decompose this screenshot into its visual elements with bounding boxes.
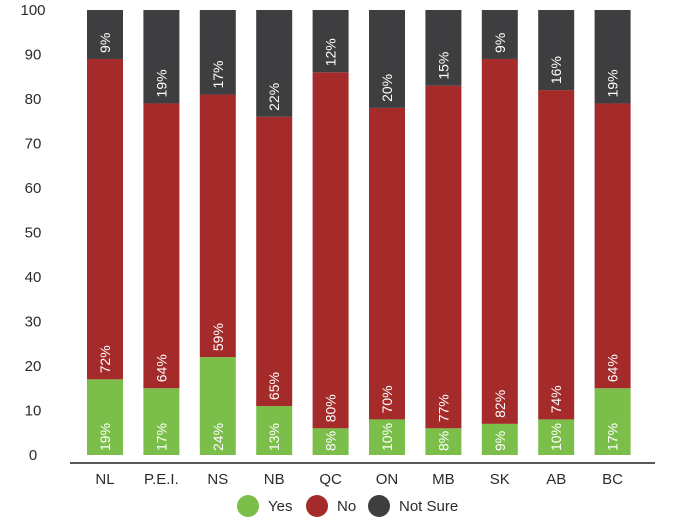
bar-label-not-sure: 9%: [492, 33, 508, 53]
bar-label-yes: 19%: [97, 423, 113, 451]
x-category-label: NL: [95, 471, 114, 488]
bar-segment-no: [199, 94, 236, 358]
bar-label-not-sure: 22%: [266, 83, 282, 111]
y-tick-label: 90: [25, 47, 42, 64]
x-axis-categories: NL P.E.I. NS NB QC ON MB SK AB BC: [95, 471, 623, 488]
bar-label-yes: 17%: [153, 423, 169, 451]
bar-label-no: 59%: [210, 323, 226, 351]
y-tick-label: 30: [25, 314, 42, 331]
y-tick-label: 50: [25, 225, 42, 242]
legend-swatch-no: [306, 495, 328, 517]
bar-segment-no: [481, 58, 518, 424]
x-category-label: NS: [207, 471, 228, 488]
bar-segment-yes: [538, 419, 575, 455]
bar-label-no: 82%: [492, 390, 508, 418]
y-tick-label: 100: [20, 2, 45, 19]
legend-swatch-not-sure: [368, 495, 390, 517]
x-category-label: SK: [490, 471, 510, 488]
bar-label-yes: 24%: [210, 423, 226, 451]
bar-label-no: 77%: [435, 394, 451, 422]
bars: 19% 72% 9% 17% 64% 19% 24% 59% 17% 13% 65% 22% 8% 80%…: [87, 10, 631, 455]
bar-label-yes: 8%: [435, 431, 451, 451]
bar-label-not-sure: 12%: [323, 38, 339, 66]
x-category-label: QC: [319, 471, 342, 488]
legend-label-no: No: [337, 498, 356, 515]
bar-label-not-sure: 19%: [605, 69, 621, 97]
x-category-label: AB: [546, 471, 566, 488]
bar-segment-no: [312, 72, 349, 429]
bar-segment-not-sure: [143, 10, 180, 104]
bar-segment-yes: [87, 379, 123, 455]
x-category-label: P.E.I.: [144, 471, 179, 488]
bar-label-not-sure: 16%: [548, 56, 564, 84]
bar-label-not-sure: 15%: [435, 52, 451, 80]
bar-segment-yes: [143, 388, 180, 455]
bar-label-no: 70%: [379, 385, 395, 413]
bar-label-yes: 8%: [323, 431, 339, 451]
bar-segment-no: [256, 116, 293, 407]
bar-segment-yes: [594, 388, 631, 455]
y-tick-label: 10: [25, 403, 42, 420]
x-category-label: NB: [264, 471, 285, 488]
bar-label-no: 64%: [605, 354, 621, 382]
legend-label-not-sure: Not Sure: [399, 498, 458, 515]
y-tick-label: 80: [25, 91, 42, 108]
bar-label-not-sure: 17%: [210, 61, 226, 89]
y-tick-label: 40: [25, 269, 42, 286]
legend-label-yes: Yes: [268, 498, 292, 515]
bar-label-no: 80%: [323, 394, 339, 422]
bar-label-yes: 17%: [605, 423, 621, 451]
bar-segment-not-sure: [538, 10, 575, 91]
bar-label-not-sure: 9%: [97, 33, 113, 53]
bar-segment-not-sure: [425, 10, 462, 86]
bar-label-yes: 10%: [379, 423, 395, 451]
bar-segment-not-sure: [481, 10, 518, 59]
y-tick-label: 0: [29, 447, 37, 464]
bar-segment-not-sure: [312, 10, 349, 73]
bar-segment-yes: [481, 423, 518, 455]
bar-segment-yes: [199, 357, 236, 455]
bar-label-not-sure: 19%: [153, 69, 169, 97]
bar-segment-yes: [256, 406, 293, 455]
bar-segment-no: [425, 85, 462, 429]
bar-segment-not-sure: [87, 10, 123, 59]
bar-label-no: 64%: [153, 354, 169, 382]
bar-label-yes: 10%: [548, 423, 564, 451]
legend: Yes No Not Sure: [237, 495, 458, 517]
y-tick-label: 20: [25, 358, 42, 375]
bar-segment-no: [87, 58, 123, 380]
x-category-label: MB: [432, 471, 455, 488]
bar-segment-not-sure: [369, 10, 405, 108]
bar-segment-no: [594, 103, 631, 389]
bar-segment-not-sure: [199, 10, 236, 95]
bar-label-yes: 13%: [266, 423, 282, 451]
bar-segment-yes: [425, 428, 462, 455]
y-tick-label: 60: [25, 180, 42, 197]
bar-label-no: 74%: [548, 385, 564, 413]
legend-swatch-yes: [237, 495, 259, 517]
bar-segment-no: [369, 107, 405, 420]
x-category-label: BC: [602, 471, 623, 488]
y-tick-label: 70: [25, 136, 42, 153]
bar-segment-no: [143, 103, 180, 389]
y-axis-ticks: 0 10 20 30 40 50 60 70 80 90 100: [20, 2, 45, 464]
bar-segment-no: [538, 90, 575, 420]
bar-segment-not-sure: [256, 10, 293, 117]
bar-label-no: 65%: [266, 372, 282, 400]
bar-label-yes: 9%: [492, 431, 508, 451]
bar-segment-not-sure: [594, 10, 631, 104]
bar-label-not-sure: 20%: [379, 74, 395, 102]
bar-segment-yes: [369, 419, 405, 455]
x-category-label: ON: [376, 471, 399, 488]
bar-segment-yes: [312, 428, 349, 455]
bar-label-no: 72%: [97, 345, 113, 373]
